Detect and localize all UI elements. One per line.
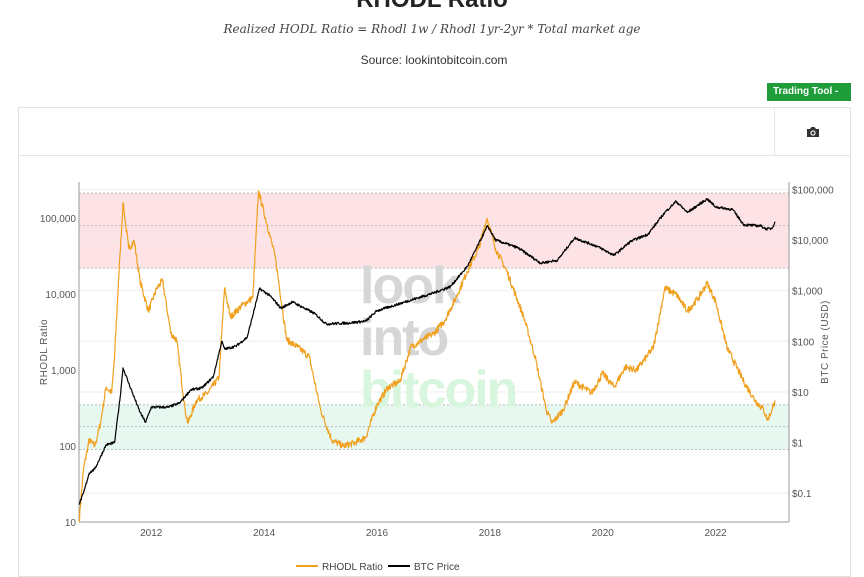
y-left-tick-label: 100,000 <box>40 214 77 225</box>
y-right-tick-label: $1 <box>792 439 804 450</box>
watermark-look: look <box>360 257 461 315</box>
page-title: RHODL Ratio <box>0 0 864 14</box>
y-right-tick-label: $1,000 <box>792 287 823 298</box>
source-text: Source: lookintobitcoin.com <box>360 53 508 67</box>
x-tick-label: 2022 <box>705 528 728 539</box>
rhodl-ratio-line <box>78 190 776 523</box>
watermark-into: into <box>360 309 448 367</box>
camera-icon <box>806 126 819 137</box>
chart-toolbar <box>19 108 850 156</box>
trading-tool-button[interactable]: Trading Tool - <box>767 83 851 101</box>
watermark-bitcoin: bitcoin <box>360 361 516 419</box>
screenshot-button[interactable] <box>774 108 850 155</box>
y-right-tick-label: $10,000 <box>792 236 829 247</box>
y-left-tick-label: 10 <box>65 518 77 529</box>
y-left-tick-label: 100 <box>59 442 76 453</box>
y-right-tick-label: $0.1 <box>792 489 812 500</box>
formula-subtitle: Realized HODL Ratio = Rhodl 1w / Rhodl 1… <box>223 22 641 36</box>
y-right-tick-label: $10 <box>792 388 809 399</box>
y-right-tick-label: $100,000 <box>792 185 834 196</box>
y-left-tick-label: 1,000 <box>51 366 76 377</box>
undervalued-zone-band <box>79 404 789 450</box>
x-tick-label: 2018 <box>479 528 502 539</box>
y-right-tick-label: $100 <box>792 337 815 348</box>
x-tick-label: 2012 <box>140 528 163 539</box>
legend-label: BTC Price <box>414 562 460 570</box>
btc-price-line <box>78 198 776 505</box>
x-tick-label: 2014 <box>253 528 276 539</box>
legend-label: RHODL Ratio <box>322 562 383 570</box>
x-tick-label: 2016 <box>366 528 389 539</box>
y-right-axis-title: BTC Price (USD) <box>820 300 831 384</box>
y-left-axis-title: RHODL Ratio <box>39 319 50 385</box>
y-left-tick-label: 10,000 <box>45 290 76 301</box>
x-tick-label: 2020 <box>592 528 615 539</box>
